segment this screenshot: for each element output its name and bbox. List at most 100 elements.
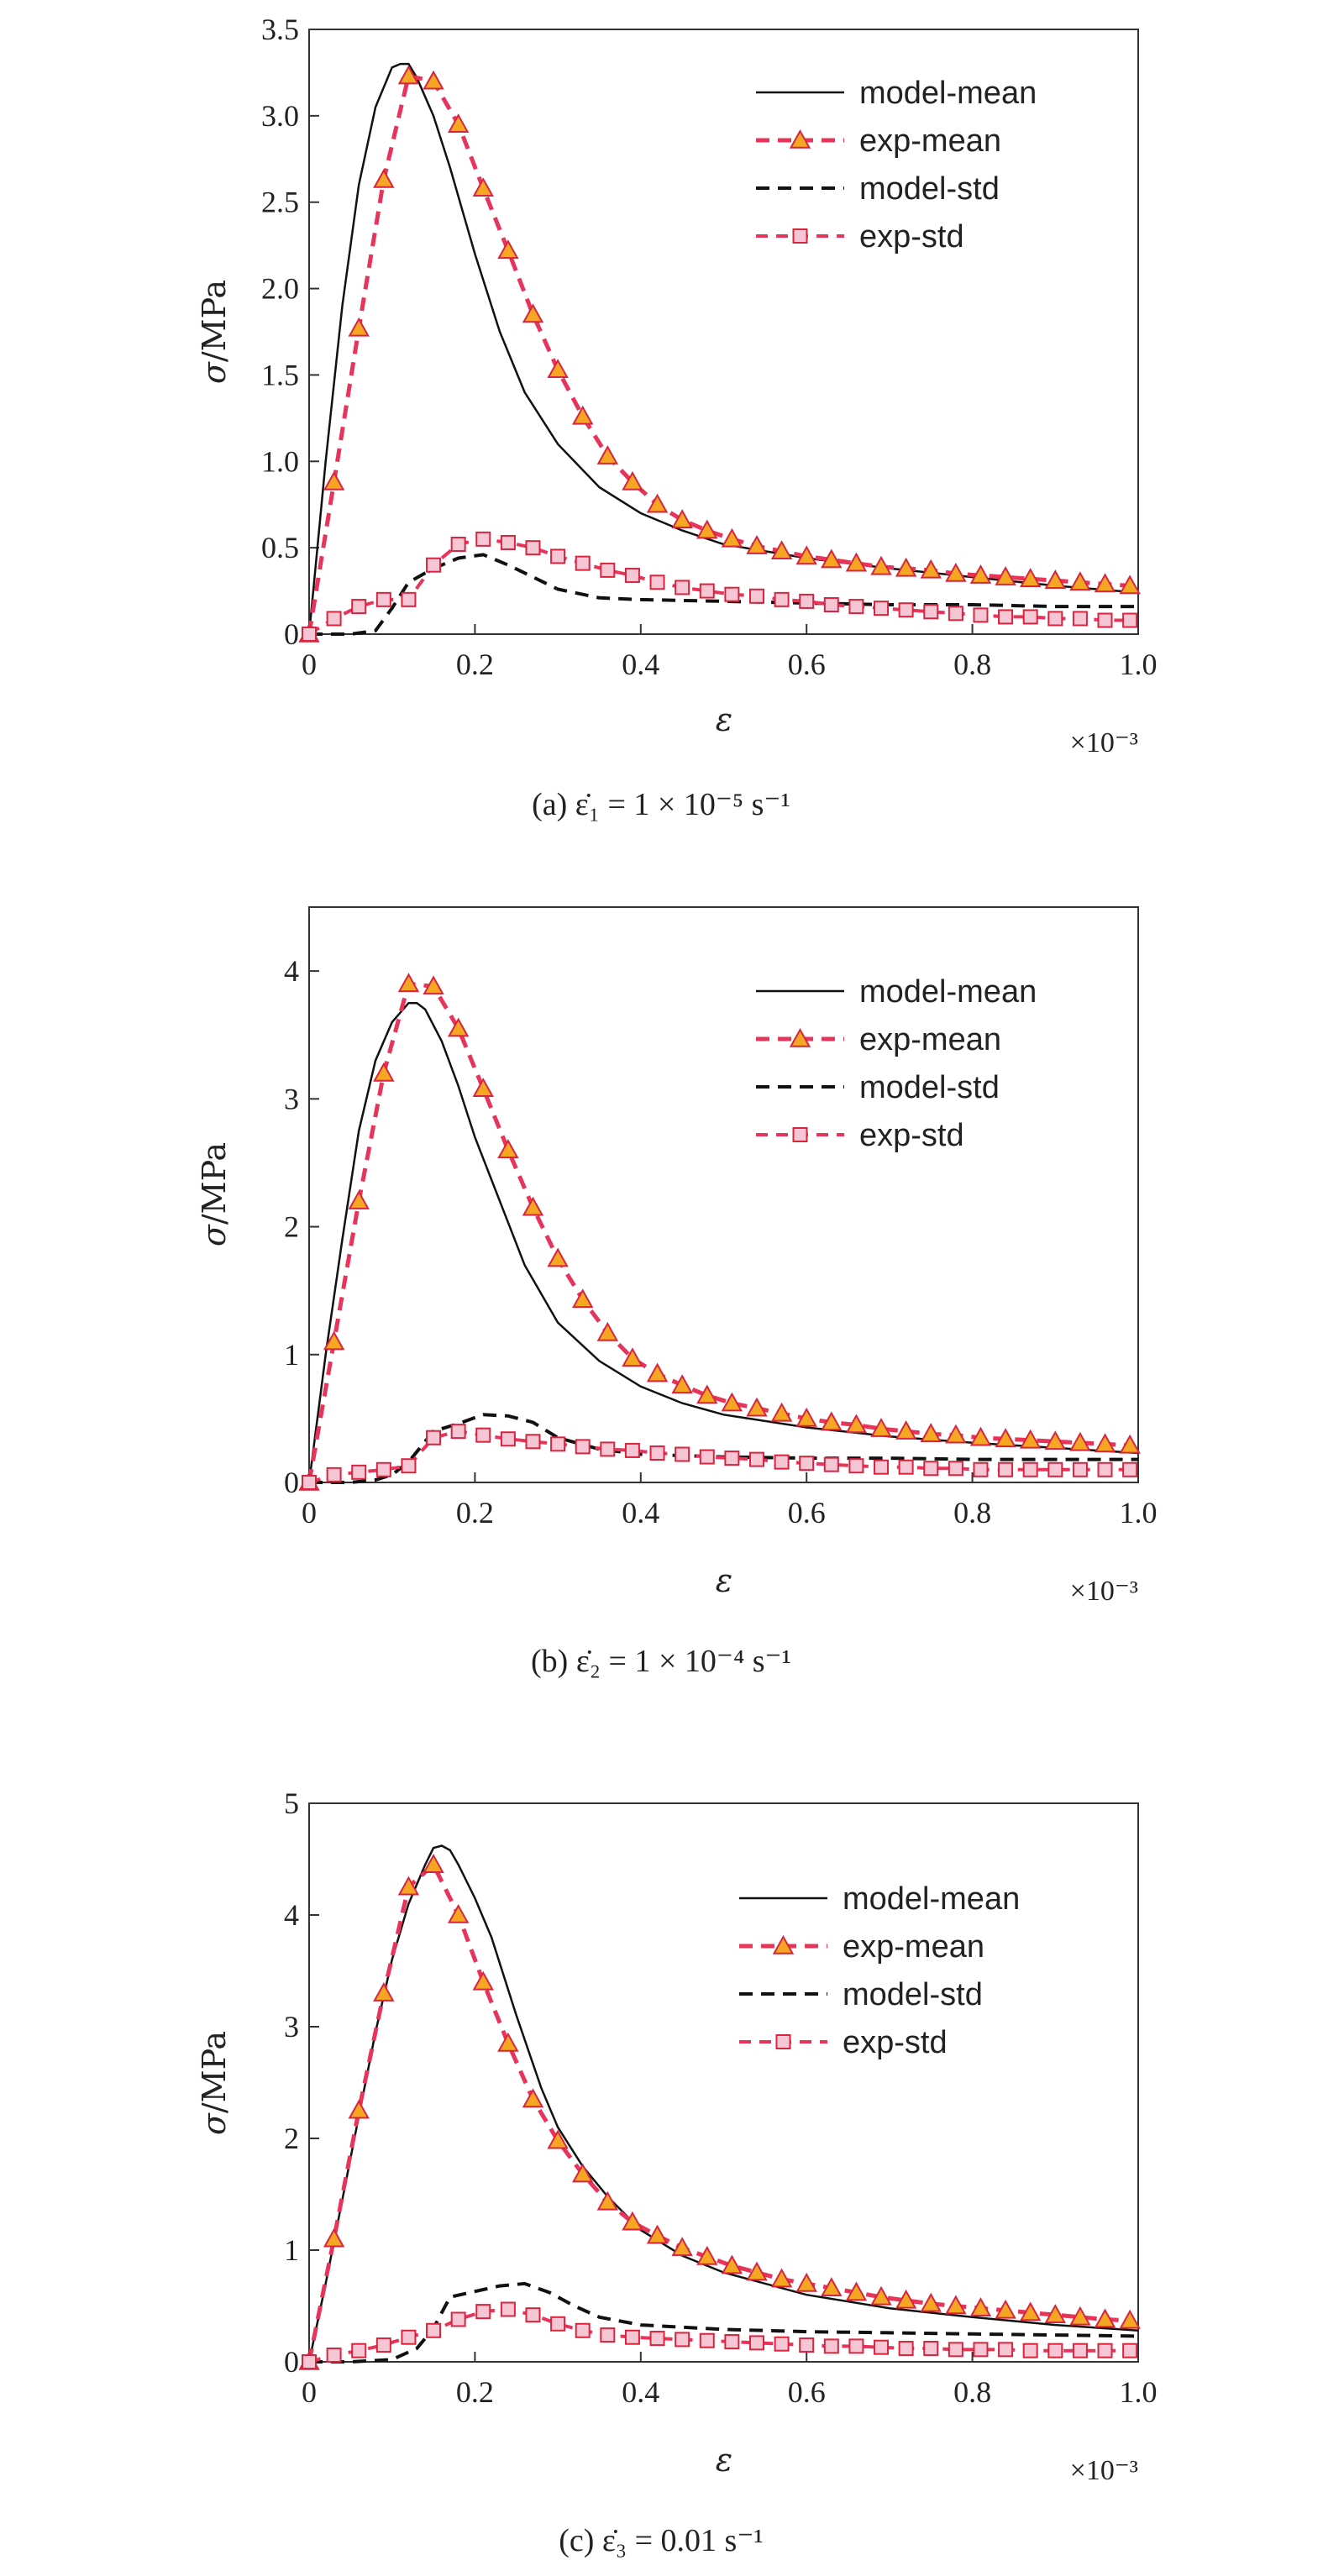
exp-mean-line xyxy=(307,73,1131,635)
exp-std-line xyxy=(308,2307,1131,2364)
exp-mean-point xyxy=(772,1934,795,1954)
y-tick-label: 0 xyxy=(284,2345,299,2379)
exp-mean-point xyxy=(1019,1429,1042,1449)
exp-mean-markers xyxy=(298,65,1141,643)
exp-std-point xyxy=(775,2034,791,2049)
exp-std-point xyxy=(375,1461,391,1477)
exp-std-point xyxy=(748,588,764,604)
exp-std-point xyxy=(525,1434,541,1450)
exp-std-point xyxy=(302,1475,317,1490)
exp-std-point xyxy=(874,601,890,616)
exp-mean-point xyxy=(348,1190,370,1209)
exp-std-point xyxy=(600,562,616,578)
legend-item: exp-mean xyxy=(739,1929,984,1965)
legend-label: model-mean xyxy=(859,76,1037,111)
exp-mean-point xyxy=(945,1424,967,1444)
exp-std-markers xyxy=(302,531,1138,642)
exp-mean-point xyxy=(795,1407,817,1427)
exp-std-point xyxy=(450,1424,466,1440)
exp-mean-point xyxy=(423,1854,444,1873)
model-std-line xyxy=(309,553,1138,636)
exp-mean-point xyxy=(969,564,992,584)
exp-std-point xyxy=(302,627,317,642)
exp-mean-point xyxy=(572,2163,594,2183)
exp-mean-point xyxy=(945,2295,967,2315)
legend-label: model-mean xyxy=(843,1881,1020,1917)
model-std-line xyxy=(309,2281,1139,2364)
exp-std-point xyxy=(351,2343,367,2358)
y-tick-label: 1.0 xyxy=(261,444,299,478)
exp-std-point xyxy=(600,2327,616,2343)
chart-panel-b: 0 1 2 3 4 0 0.2 0.4 0.6 0.8 1.0 model-mean exp-mea… xyxy=(0,832,1323,1697)
x-tick-label: 0 xyxy=(302,648,317,681)
exp-std-point xyxy=(848,2338,864,2354)
y-tick-label: 0 xyxy=(284,617,299,651)
x-axis-label: ε xyxy=(716,701,732,738)
exp-std-point xyxy=(525,2307,541,2323)
exp-mean-line xyxy=(307,981,1131,1483)
chart-a-svg: 00.51.01.52.02.53.03.5 0 0.2 0.4 0.6 0.8 1.0 … xyxy=(196,13,1158,822)
legend-item: model-mean xyxy=(756,76,1037,111)
exp-mean-point xyxy=(472,1970,494,1991)
model-mean-line xyxy=(307,1844,1139,2363)
exp-mean-point xyxy=(547,1247,569,1267)
exp-std-point xyxy=(600,1441,616,1457)
exp-std-point xyxy=(792,1127,808,1142)
exp-mean-point xyxy=(895,557,917,577)
exp-std-point xyxy=(774,2336,790,2352)
exp-std-point xyxy=(475,1427,491,1443)
exp-mean-point xyxy=(895,2289,917,2309)
legend-item: exp-mean xyxy=(756,1022,1001,1057)
legend-label: exp-std xyxy=(859,219,964,254)
exp-mean-point xyxy=(920,1423,942,1442)
exp-std-point xyxy=(792,228,808,244)
exp-std-point xyxy=(948,606,963,622)
exp-std-point xyxy=(675,2332,690,2348)
x-tick-label: 0.4 xyxy=(622,1496,659,1529)
exp-std-point xyxy=(401,1458,417,1474)
legend: model-mean exp-mean model-std exp-std xyxy=(756,974,1037,1153)
exp-std-point xyxy=(973,1461,989,1477)
exp-mean-point xyxy=(969,1426,992,1446)
x-tick-label: 1.0 xyxy=(1120,2375,1158,2409)
exp-std-point xyxy=(550,1436,566,1452)
exp-std-point xyxy=(923,2341,939,2357)
y-tick-label: 3.5 xyxy=(261,13,299,46)
x-tick-label: 0.6 xyxy=(788,648,826,681)
x-tick-label: 0.2 xyxy=(456,648,494,681)
exp-mean-point xyxy=(721,1392,743,1412)
legend-item: exp-std xyxy=(756,1118,964,1153)
exp-std-point xyxy=(649,2331,665,2347)
exp-std-point xyxy=(799,1456,815,1472)
exp-std-point xyxy=(326,2348,342,2364)
exp-mean-point xyxy=(522,2088,544,2108)
exp-mean-point xyxy=(870,1418,892,1437)
exp-mean-point xyxy=(746,1397,768,1417)
y-tick-label: 3 xyxy=(284,2010,299,2043)
exp-mean-point xyxy=(373,1982,395,2002)
y-tick-label: 1 xyxy=(284,2233,299,2267)
exp-mean-point xyxy=(671,1374,693,1394)
y-axis-label: σ/MPa xyxy=(196,280,233,384)
exp-mean-point xyxy=(821,548,843,569)
chart-panel-c: 0 1 2 3 4 5 0 0.2 0.4 0.6 0.8 1.0 model-mean exp-me… xyxy=(0,1697,1323,2576)
exp-mean-point xyxy=(497,239,519,260)
exp-std-point xyxy=(426,1430,442,1445)
exp-mean-point xyxy=(1044,1430,1066,1451)
exp-std-point xyxy=(998,1461,1014,1477)
exp-mean-point xyxy=(373,1062,395,1082)
exp-mean-point xyxy=(397,973,420,993)
exp-mean-point xyxy=(845,1414,868,1434)
exp-std-markers xyxy=(302,2301,1138,2369)
exp-std-point xyxy=(475,2304,491,2320)
y-tick-label: 4 xyxy=(284,954,299,988)
exp-std-point xyxy=(1047,1461,1063,1477)
exp-std-point xyxy=(973,2342,989,2358)
exp-mean-point xyxy=(995,1428,1016,1448)
exp-std-point xyxy=(525,540,541,556)
exp-mean-point xyxy=(821,1411,843,1431)
x-tick-label: 0.4 xyxy=(622,2375,659,2409)
exp-std-point xyxy=(748,2335,764,2351)
exp-mean-point xyxy=(920,559,942,579)
y-axis-label: σ/MPa xyxy=(196,1142,233,1246)
